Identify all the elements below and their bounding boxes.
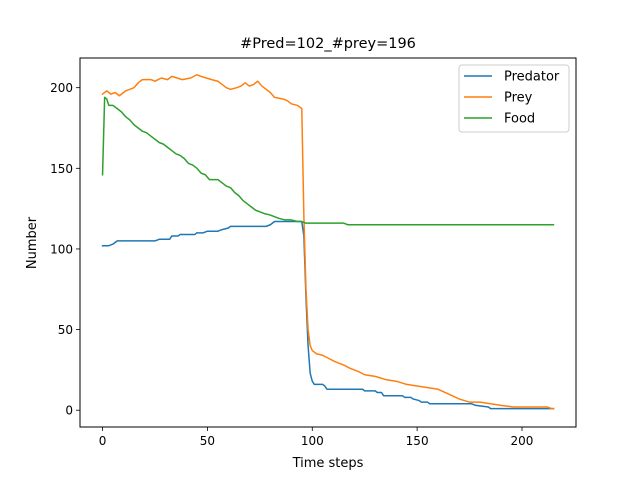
plot-area — [79, 57, 577, 428]
x-axis-label: Time steps — [292, 456, 364, 471]
series-line-food — [101, 96, 555, 226]
y-axis-ticks: 0 50 100 150 200 — [50, 81, 80, 418]
legend-box — [458, 64, 570, 133]
series-line-prey — [101, 74, 555, 410]
legend-label-predator: Predator — [504, 70, 560, 85]
x-tick-label: 200 — [511, 434, 534, 448]
legend-label-prey: Prey — [504, 91, 533, 106]
y-axis-label: Number — [25, 216, 40, 269]
legend-label-food: Food — [504, 112, 535, 127]
axes-frame — [79, 57, 577, 428]
legend: Predator Prey Food — [458, 64, 570, 133]
y-tick-label: 150 — [50, 162, 73, 176]
y-tick-label: 200 — [50, 81, 73, 95]
x-axis-ticks: 0 50 100 150 200 — [99, 427, 534, 448]
x-tick-label: 0 — [99, 434, 107, 448]
x-tick-label: 50 — [200, 434, 215, 448]
x-tick-label: 100 — [301, 434, 324, 448]
x-tick-label: 150 — [406, 434, 429, 448]
y-tick-label: 50 — [58, 323, 73, 337]
series-line-predator — [101, 220, 555, 410]
chart-title: #Pred=102_#prey=196 — [240, 36, 416, 52]
series-layer — [101, 74, 555, 410]
y-tick-label: 0 — [65, 404, 73, 418]
y-tick-label: 100 — [50, 242, 73, 256]
